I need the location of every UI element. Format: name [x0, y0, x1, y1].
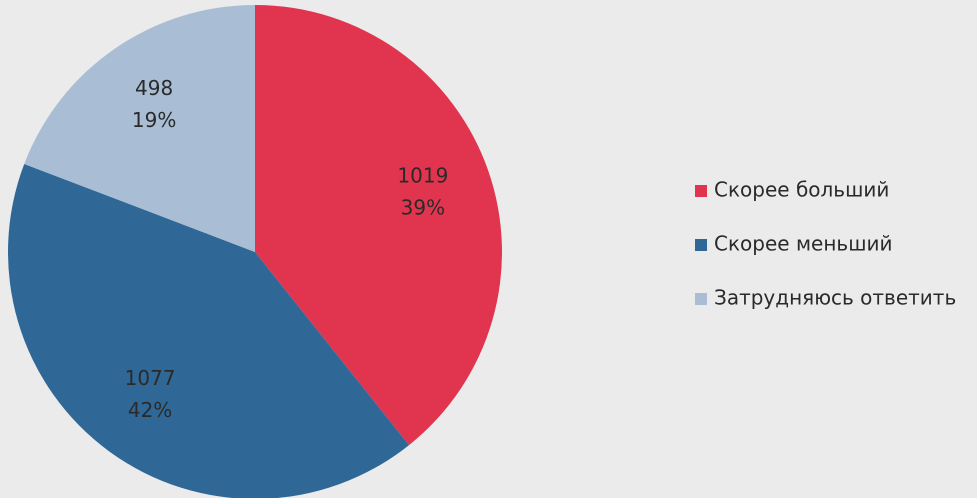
legend-label: Скорее больший [714, 178, 889, 202]
legend-swatch [695, 185, 707, 197]
pie-slice [255, 5, 503, 446]
value-label: 498 [135, 76, 173, 100]
pie-slice [24, 5, 255, 252]
legend-label: Затрудняюсь ответить [714, 286, 956, 310]
value-label: 1019 [397, 164, 448, 188]
legend-swatch [695, 239, 707, 251]
percent-label: 19% [132, 108, 176, 132]
legend-label: Скорее меньший [714, 232, 893, 256]
pie-slice [7, 163, 410, 498]
value-label: 1077 [125, 366, 176, 390]
percent-label: 42% [128, 398, 172, 422]
legend-swatch [695, 293, 707, 305]
percent-label: 39% [401, 196, 445, 220]
